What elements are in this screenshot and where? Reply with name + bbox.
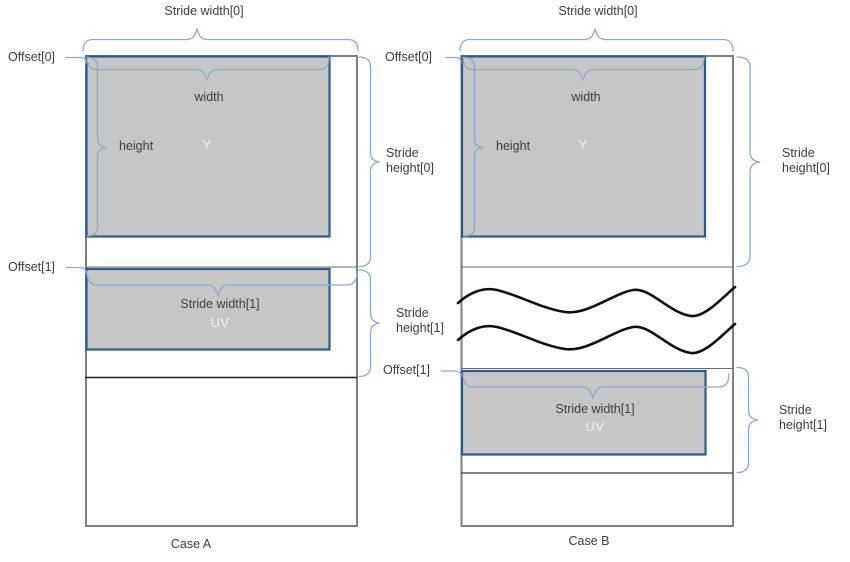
case-b-offset1-leader-line	[440, 370, 462, 377]
wave-break-line-top	[456, 285, 737, 318]
case-a-uv-plane-label: UV	[210, 315, 230, 330]
case-a-stride-height0-label: Stride height[0]	[386, 146, 434, 176]
case-b-offset1-label: Offset[1]	[383, 363, 431, 377]
case-a-height-brace	[86, 56, 107, 237]
case-a-offset1-leader-line	[65, 266, 87, 274]
case-a-stride-height0-brace	[358, 56, 380, 268]
case-a-stride-width0-label: Stride width[0]	[164, 4, 244, 18]
case-a-stride-width0-brace	[82, 28, 359, 52]
case-b-height-brace	[463, 56, 484, 237]
case-a-height-label: height	[119, 139, 154, 153]
case-b-caption: Case B	[568, 534, 610, 548]
case-b-stride-height0-brace	[736, 56, 761, 268]
case-a-stride-width1-label: Stride width[1]	[180, 297, 260, 311]
case-a-stride-height1-brace	[358, 269, 380, 378]
case-a-caption: Case A	[170, 537, 212, 551]
case-b-offset0-label: Offset[0]	[385, 50, 433, 64]
case-a-offset0-leader-line	[65, 56, 87, 64]
case-b-width-brace	[462, 56, 705, 83]
case-a-uv-plane-rect	[85, 267, 331, 351]
case-b-offset0-leader-line	[445, 56, 462, 64]
case-a-width-label: width	[194, 90, 224, 104]
case-b-y-plane-rect	[460, 55, 707, 238]
case-b-uv-plane-rect	[460, 369, 707, 456]
case-a-offset1-label: Offset[1]	[8, 260, 56, 274]
case-a-y-plane-rect	[85, 55, 331, 238]
case-b-stride-height0-label: Stride height[0]	[782, 146, 830, 176]
case-b-y-plane-label: Y	[578, 137, 588, 152]
case-b-stride-width0-brace	[459, 28, 734, 52]
case-a-stride-height1-label: Stride height[1]	[396, 306, 444, 336]
case-a-offset0-label: Offset[0]	[8, 50, 56, 64]
case-a-y-plane-label: Y	[202, 137, 212, 152]
case-b-height-label: height	[496, 139, 531, 153]
case-a-stride-width1-brace	[86, 270, 358, 299]
case-b-stride-width1-label: Stride width[1]	[555, 402, 635, 416]
case-b-width-label: width	[571, 90, 601, 104]
case-b-uv-plane-label: UV	[585, 419, 605, 434]
wave-break-line-bottom	[456, 322, 737, 355]
case-b-stride-height1-label: Stride height[1]	[779, 403, 827, 433]
case-b-stride-height1-brace	[736, 366, 759, 474]
case-b-stride-width1-brace	[462, 372, 730, 401]
case-b-stride-width0-label: Stride width[0]	[558, 4, 638, 18]
case-a-width-brace	[86, 56, 330, 83]
